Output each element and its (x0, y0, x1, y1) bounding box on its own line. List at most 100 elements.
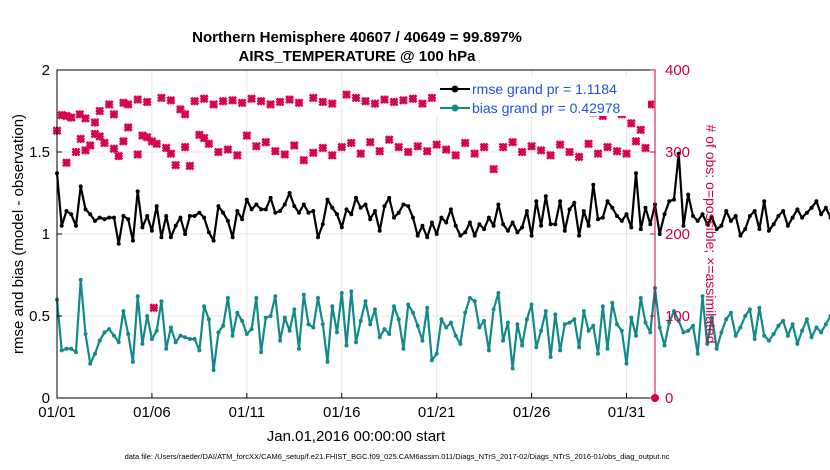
obs-assimilated-marker (299, 155, 309, 165)
bias-point (263, 315, 268, 320)
obs-assimilated-marker (574, 152, 584, 162)
obs-assimilated-marker (327, 99, 337, 109)
data-file-footer: data file: /Users/raeder/DAI/ATM_forcXX/… (125, 452, 670, 461)
rmse-point (733, 214, 738, 218)
grid-lines (56, 69, 655, 399)
x-axis-label: Jan.01,2016 00:00:00 start (267, 428, 446, 445)
rmse-point (278, 209, 283, 213)
bias-point (615, 322, 619, 327)
obs-assimilated-marker (384, 135, 394, 145)
rmse-point (126, 217, 131, 222)
rmse-point (615, 214, 619, 218)
rmse-point (562, 228, 567, 233)
obs-assimilated-marker (123, 122, 133, 132)
obs-assimilated-marker (460, 138, 470, 148)
obs-assimilated-marker (280, 150, 290, 159)
bias-point (619, 328, 624, 333)
bias-point (297, 346, 301, 351)
rmse-point (648, 222, 653, 227)
bias-point (643, 320, 648, 325)
bias-point (126, 332, 131, 336)
bias-point (505, 320, 510, 325)
obs-assimilated-marker (166, 149, 176, 159)
bias-point (59, 348, 64, 353)
rmse-point (83, 207, 88, 212)
bias-point (548, 355, 553, 359)
obs-assimilated-marker (204, 139, 214, 149)
obs-assimilated-marker (370, 99, 380, 109)
bias-point (259, 350, 264, 355)
rmse-point (316, 235, 320, 240)
bias-point (178, 333, 183, 338)
rmse-point (809, 205, 814, 210)
bias-point (192, 337, 197, 341)
obs-assimilated-marker (218, 96, 228, 106)
obs-assimilated-marker (403, 147, 413, 157)
bias-point (168, 325, 173, 330)
rmse-point (629, 225, 634, 230)
rmse-point (672, 197, 676, 202)
obs-assimilated-marker (247, 94, 257, 104)
bias-point (762, 333, 767, 338)
rmse-point (221, 210, 226, 215)
bias-point (64, 346, 69, 351)
obs-assimilated-marker (517, 147, 527, 157)
obs-assimilated-marker (100, 138, 109, 148)
bias-point (591, 323, 596, 328)
rmse-point (638, 227, 643, 232)
rmse-point (107, 215, 112, 220)
rmse-point (524, 209, 529, 213)
rmse-point (382, 204, 387, 209)
bias-point (211, 368, 216, 373)
bias-point (135, 294, 140, 299)
rmse-point (330, 205, 335, 210)
left-tick-label-1: 0.5 (29, 308, 50, 325)
obs-assimilated-marker (422, 146, 432, 156)
bias-point (254, 296, 259, 300)
rmse-point (59, 223, 64, 228)
obs-assimilated-marker (228, 95, 238, 105)
rmse-point (164, 214, 169, 218)
bias-point (415, 323, 420, 328)
obs-assimilated-marker (270, 146, 280, 156)
right-axis-label: # of obs: o=possible; ×=assimilated (703, 124, 719, 343)
obs-assimilated-marker (95, 106, 105, 116)
bias-point (809, 335, 814, 340)
bias-point (657, 325, 662, 330)
rmse-point (515, 230, 520, 235)
bias-point (173, 340, 178, 345)
obs-assimilated-marker (81, 113, 90, 123)
obs-assimilated-marker (62, 158, 71, 168)
rmse-point (292, 204, 297, 209)
obs-assimilated-marker (133, 95, 143, 104)
obs-assimilated-marker (365, 137, 375, 147)
bias-point (273, 294, 278, 299)
rmse-point (695, 218, 700, 223)
rmse-point (662, 212, 667, 217)
bias-point (562, 322, 567, 327)
obs-assimilated-marker (612, 146, 622, 156)
right-tick-label-2: 200 (665, 226, 690, 243)
bias-point (766, 338, 771, 343)
rmse-point (676, 151, 681, 156)
x-tick-label-3: 01/16 (323, 404, 361, 421)
rmse-point (600, 215, 605, 220)
left-tick-label-0: 0 (42, 390, 50, 407)
bias-point (667, 320, 672, 325)
bias-point (496, 291, 501, 295)
obs-assimilated-marker (593, 149, 603, 159)
obs-assimilated-marker (631, 136, 641, 146)
rmse-point (159, 235, 164, 240)
bias-point (102, 330, 107, 335)
bias-point (458, 341, 463, 346)
bias-point (278, 338, 283, 343)
obs-assimilated-marker (119, 136, 128, 146)
bias-point (534, 345, 539, 350)
rmse-point (572, 200, 577, 205)
obs-assimilated-marker (308, 93, 318, 103)
bias-point (491, 307, 496, 312)
bias-point (804, 317, 809, 322)
bias-point (325, 359, 330, 364)
bias-point (719, 330, 724, 335)
rmse-point (202, 215, 207, 220)
